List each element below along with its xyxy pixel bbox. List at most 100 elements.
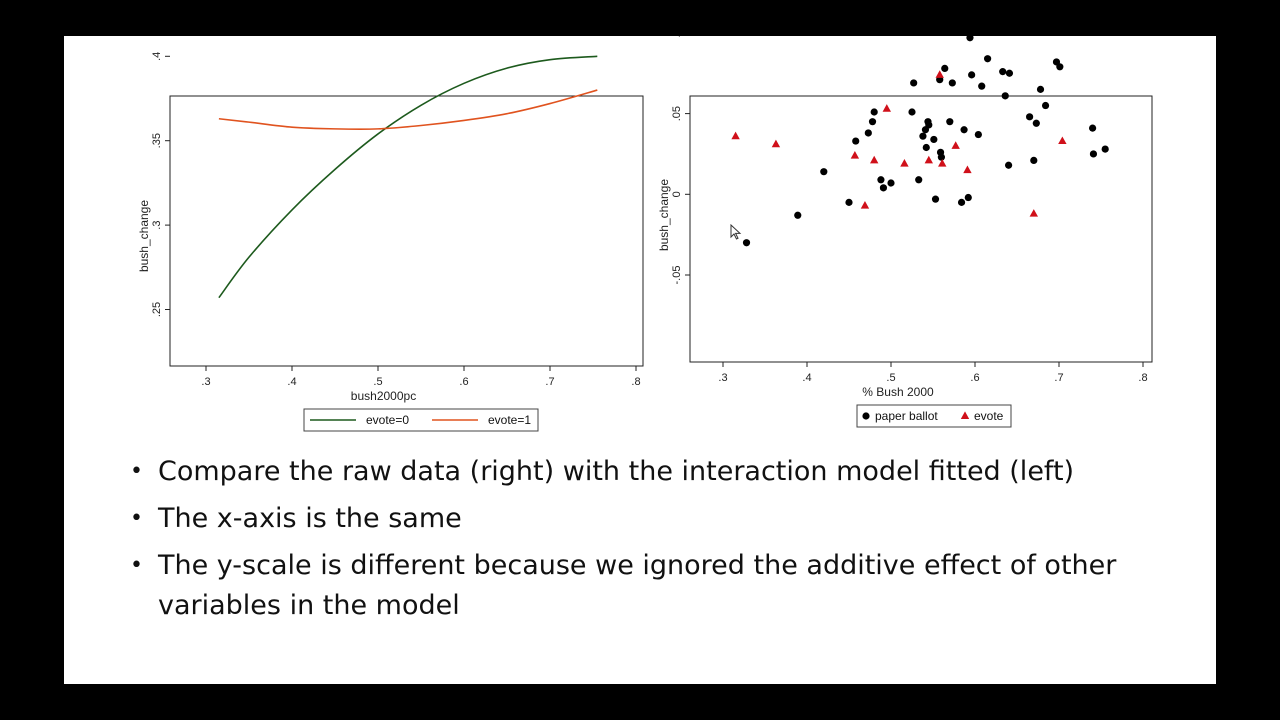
legend-swatch-evote	[960, 411, 970, 419]
x-tick-label: .6	[970, 372, 979, 384]
y-tick-label: .1	[671, 36, 683, 37]
paper-ballot-point	[937, 153, 946, 161]
y-tick-label: .3	[151, 221, 163, 230]
paper-ballot-point	[1041, 101, 1050, 110]
paper-ballot-point	[948, 79, 956, 87]
bullet-text: Compare the raw data (right) with the in…	[158, 456, 1075, 487]
evote-point	[731, 131, 740, 140]
slide: .3 .4 .5 .6 .7 .8 .25 .3 .35 .4 bush2000pc bush_cha…	[64, 36, 1216, 684]
charts-canvas: .3 .4 .5 .6 .7 .8 .25 .3 .35 .4 bush2000pc bush_cha…	[137, 36, 1153, 432]
paper-ballot-point	[984, 55, 992, 63]
paper-ballot-point	[1032, 119, 1040, 127]
paper-ballot-point	[845, 198, 853, 206]
x-tick-label: .8	[631, 376, 640, 388]
legend-box	[303, 408, 539, 432]
paper-ballot-point	[877, 176, 885, 184]
paper-ballot-point	[968, 71, 976, 79]
fitted-line-chart: .3 .4 .5 .6 .7 .8 .25 .3 .35 .4 bush2000pc bush_cha…	[137, 52, 644, 432]
paper-ballot-point	[946, 118, 954, 126]
x-tick-label: .4	[287, 376, 296, 388]
legend: paper ballot evote	[856, 404, 1012, 428]
legend: evote=0 evote=1	[303, 408, 539, 432]
legend-label: evote	[974, 409, 1004, 423]
y-tick-label: .25	[151, 302, 163, 317]
paper-ballot-point	[930, 135, 938, 144]
bullet-dot: •	[130, 506, 143, 531]
evote-point	[924, 155, 933, 164]
evote-point	[870, 155, 879, 164]
paper-ballot-point	[922, 143, 930, 152]
legend-swatch-paper	[862, 412, 870, 420]
x-tick-label: .6	[459, 376, 468, 388]
paper-ballot-point	[742, 239, 751, 247]
evote-point	[771, 139, 781, 148]
x-tick-label: .3	[201, 376, 210, 388]
paper-ballot-point	[1005, 161, 1013, 169]
evote-point	[935, 70, 944, 78]
paper-ballot-point	[1026, 113, 1034, 121]
paper-ballot-point	[1089, 150, 1098, 158]
series-line-evote1	[218, 89, 598, 131]
paper-ballot-point	[960, 126, 968, 134]
paper-ballot-point	[870, 108, 878, 116]
evote-point	[1058, 136, 1067, 145]
paper-ballot-point	[1030, 156, 1038, 165]
legend-label: evote=1	[488, 413, 531, 427]
paper-ballot-point	[908, 108, 916, 116]
paper-ballot-point	[864, 129, 872, 137]
x-tick-label: .5	[886, 372, 895, 384]
evote-point	[1029, 209, 1038, 217]
x-axis-title: % Bush 2000	[862, 385, 934, 399]
x-axis-title: bush2000pc	[351, 389, 416, 403]
paper-ballot-point	[964, 193, 972, 202]
paper-ballot-point	[794, 211, 802, 219]
paper-ballot-point	[999, 68, 1007, 76]
paper-ballot-point	[1089, 124, 1097, 132]
paper-ballot-point	[931, 195, 940, 203]
paper-ballot-point	[919, 132, 927, 140]
paper-ballot-point	[910, 79, 918, 87]
evote-point	[850, 150, 860, 159]
legend-label: evote=0	[366, 413, 409, 427]
y-axis-title: bush_change	[137, 200, 151, 272]
y-tick-label: .05	[671, 106, 683, 121]
bullet-item: • The y-scale is different because we ign…	[130, 546, 1190, 626]
x-tick-label: .8	[1138, 372, 1147, 384]
series-line-evote0	[218, 55, 598, 299]
paper-ballot-point	[936, 76, 944, 84]
paper-ballot-point	[1101, 145, 1109, 153]
y-axis-title: bush_change	[657, 179, 671, 251]
legend-label: paper ballot	[875, 409, 938, 423]
paper-ballot-point	[868, 118, 877, 126]
x-tick-label: .5	[373, 376, 382, 388]
legend-box	[856, 404, 1012, 428]
y-tick-label: 0	[671, 191, 683, 197]
evote-point	[882, 104, 891, 112]
paper-ballot-point	[852, 137, 860, 145]
paper-ballot-point	[957, 198, 966, 206]
evote-point	[963, 165, 972, 174]
raw-scatter-chart: .3 .4 .5 .6 .7 .8 -.05 0 .05 .1 % Bush 2000 bush_ch…	[657, 36, 1153, 428]
paper-ballot-point	[941, 64, 949, 73]
paper-ballot-point	[1005, 69, 1014, 77]
x-tick-label: .7	[1054, 372, 1063, 384]
x-tick-label: .3	[718, 372, 727, 384]
paper-ballot-point	[1056, 63, 1064, 71]
bullet-text: The x-axis is the same	[158, 503, 462, 534]
bullet-item: • The x-axis is the same	[130, 499, 1190, 539]
evote-point	[900, 159, 909, 167]
bullet-text: The y-scale is different because we igno…	[158, 550, 1117, 621]
paper-ballot-point	[974, 130, 982, 139]
evote-point	[938, 159, 947, 167]
y-tick-label: .35	[151, 133, 163, 148]
evote-point	[951, 141, 960, 149]
paper-ballot-point	[915, 176, 923, 184]
bullet-list: • Compare the raw data (right) with the i…	[130, 452, 1190, 633]
paper-ballot-point	[978, 82, 986, 90]
paper-ballot-point	[925, 121, 933, 129]
paper-ballot-point	[966, 36, 974, 42]
y-tick-label: .4	[151, 52, 163, 61]
paper-ballot-point	[1001, 92, 1009, 100]
paper-ballot-point	[820, 168, 828, 176]
paper-ballot-point	[1036, 85, 1045, 93]
